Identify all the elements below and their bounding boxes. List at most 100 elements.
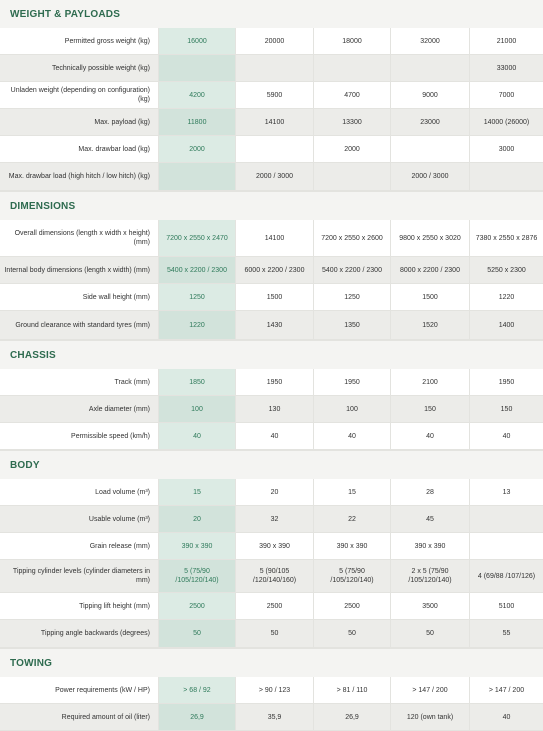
value-cell: 13300 — [313, 109, 390, 135]
table-row: Permitted gross weight (kg) 16000 20000 180… — [0, 28, 543, 55]
value-cell: 5400 x 2200 / 2300 — [313, 257, 390, 283]
row-label: Tipping angle backwards (degrees) — [40, 630, 150, 637]
highlighted-value-cell: 2500 — [158, 593, 235, 619]
value-cell: 1950 — [235, 369, 313, 395]
value-cell: 390 x 390 — [313, 533, 390, 559]
row-label: Internal body dimensions (length x width… — [4, 266, 150, 274]
row-label: Permitted gross weight (kg) — [64, 37, 150, 45]
row-label: Power requirements (kW / HP) — [55, 686, 150, 694]
value-cell: 40 — [313, 423, 390, 449]
table-row: Tipping lift height (mm) 2500 2500 2500 3500… — [0, 593, 543, 620]
highlighted-value-cell: 1250 — [158, 284, 235, 310]
value-cell: 5 (75/90 /105/120/140) — [313, 560, 390, 592]
value-cell: 50 — [313, 620, 390, 647]
value-cell: 1430 — [235, 311, 313, 339]
row-label: Axle diameter (mm) — [88, 405, 150, 413]
value-cell — [313, 163, 390, 190]
row-label: Usable volume (m³) — [88, 515, 150, 523]
value-cell: 32 — [235, 506, 313, 532]
highlighted-value-cell: 15 — [158, 479, 235, 505]
value-cell: 14100 — [235, 220, 313, 256]
value-cell: 4 (69/88 /107/126) — [469, 560, 543, 592]
value-cell — [390, 136, 469, 162]
value-cell: 18000 — [313, 28, 390, 54]
value-cell: 14000 (26000) — [469, 109, 543, 135]
value-cell: 150 — [469, 396, 543, 422]
value-cell: 5250 x 2300 — [469, 257, 543, 283]
value-cell: 20000 — [235, 28, 313, 54]
table-row: Tipping angle backwards (degrees) 50 50 50 5… — [0, 620, 543, 648]
highlighted-value-cell: 390 x 390 — [158, 533, 235, 559]
table-row: Track (mm) 1850 1950 1950 2100 1950 — [0, 369, 543, 396]
row-label: Tipping cylinder levels (cylinder diamet… — [12, 568, 150, 584]
value-cell: 13 — [469, 479, 543, 505]
value-cell: 28 — [390, 479, 469, 505]
table-row: Max. payload (kg) 11800 14100 13300 23000 140… — [0, 109, 543, 136]
value-cell: 390 x 390 — [390, 533, 469, 559]
value-cell — [235, 55, 313, 81]
value-cell: 2000 / 3000 — [235, 163, 313, 190]
value-cell: 20 — [235, 479, 313, 505]
row-label: Max. drawbar load (high hitch / low hitc… — [8, 173, 150, 180]
value-cell: 22 — [313, 506, 390, 532]
row-label: Track (mm) — [114, 378, 150, 386]
value-cell: 2500 — [235, 593, 313, 619]
value-cell: 5 (90/105 /120/140/160) — [235, 560, 313, 592]
value-cell — [469, 163, 543, 190]
value-cell: 2500 — [313, 593, 390, 619]
row-label: Overall dimensions (length x width x hei… — [14, 230, 150, 246]
value-cell: 7000 — [469, 82, 543, 108]
value-cell: 1400 — [469, 311, 543, 339]
value-cell: > 81 / 110 — [313, 677, 390, 703]
value-cell: 40 — [469, 423, 543, 449]
table-row: Grain release (mm) 390 x 390 390 x 390 390 … — [0, 533, 543, 560]
value-cell: > 147 / 200 — [469, 677, 543, 703]
section-title: BODY — [0, 450, 543, 479]
highlighted-value-cell: 20 — [158, 506, 235, 532]
highlighted-value-cell: 5400 x 2200 / 2300 — [158, 257, 235, 283]
highlighted-value-cell — [158, 163, 235, 190]
value-cell: 23000 — [390, 109, 469, 135]
highlighted-value-cell — [158, 55, 235, 81]
highlighted-value-cell: 40 — [158, 423, 235, 449]
section-title: DIMENSIONS — [0, 191, 543, 220]
table-row: Unladen weight (depending on configurati… — [0, 82, 543, 109]
row-label: Side wall height (mm) — [82, 293, 150, 301]
highlighted-value-cell: 100 — [158, 396, 235, 422]
value-cell: 120 (own tank) — [390, 704, 469, 730]
section-title: CHASSIS — [0, 340, 543, 369]
value-cell: 5900 — [235, 82, 313, 108]
value-cell — [235, 136, 313, 162]
value-cell: 100 — [313, 396, 390, 422]
highlighted-value-cell: > 68 / 92 — [158, 677, 235, 703]
row-label: Permissible speed (km/h) — [71, 432, 150, 440]
value-cell — [390, 55, 469, 81]
table-row: Permissible speed (km/h) 40 40 40 40 40 — [0, 423, 543, 450]
table-row: Power requirements (kW / HP) > 68 / 92 > 9… — [0, 677, 543, 704]
value-cell: 9000 — [390, 82, 469, 108]
table-row: Usable volume (m³) 20 32 22 45 — [0, 506, 543, 533]
value-cell: 33000 — [469, 55, 543, 81]
value-cell: 1950 — [313, 369, 390, 395]
row-label: Load volume (m³) — [95, 488, 150, 496]
highlighted-value-cell: 1220 — [158, 311, 235, 339]
value-cell: 32000 — [390, 28, 469, 54]
value-cell: 5100 — [469, 593, 543, 619]
value-cell: 26,9 — [313, 704, 390, 730]
table-row: Max. drawbar load (kg) 2000 2000 3000 — [0, 136, 543, 163]
table-row: Side wall height (mm) 1250 1500 1250 1500 122… — [0, 284, 543, 311]
table-row: Max. drawbar load (high hitch / low hitc… — [0, 163, 543, 191]
row-label: Unladen weight (depending on configurati… — [10, 87, 150, 103]
value-cell: 2000 / 3000 — [390, 163, 469, 190]
value-cell — [313, 55, 390, 81]
table-row: Axle diameter (mm) 100 130 100 150 150 — [0, 396, 543, 423]
value-cell: 390 x 390 — [235, 533, 313, 559]
value-cell: 1950 — [469, 369, 543, 395]
table-row: Ground clearance with standard tyres (mm… — [0, 311, 543, 340]
value-cell: 14100 — [235, 109, 313, 135]
value-cell — [469, 533, 543, 559]
row-label: Grain release (mm) — [89, 542, 150, 550]
value-cell: 4700 — [313, 82, 390, 108]
value-cell: 50 — [235, 620, 313, 647]
